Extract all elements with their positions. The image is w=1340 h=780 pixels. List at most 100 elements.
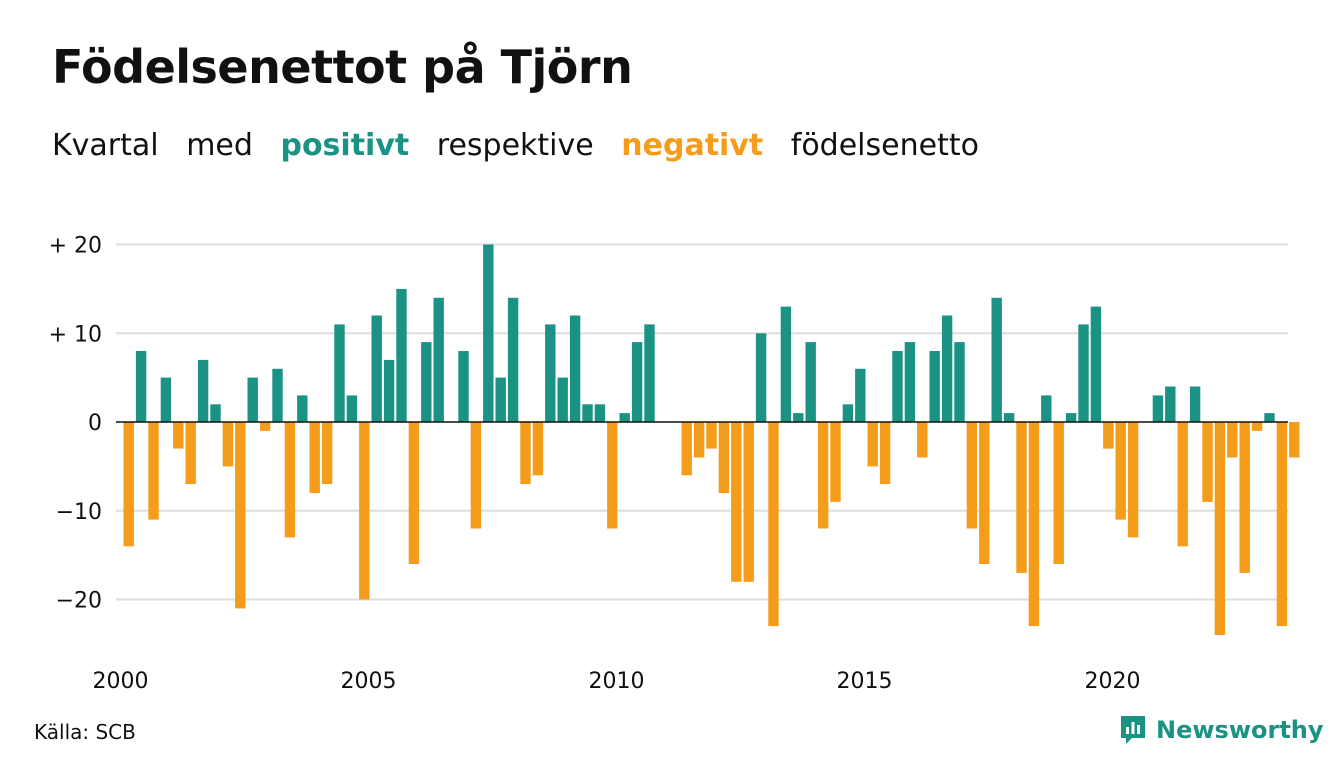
- bar-positive: [495, 377, 506, 422]
- bar-negative: [1177, 422, 1188, 547]
- brand-name: Newsworthy: [1156, 716, 1324, 744]
- bar-negative: [706, 422, 717, 449]
- bar-positive: [1152, 395, 1164, 422]
- bar-positive: [1090, 306, 1102, 422]
- x-tick-label: 2010: [589, 669, 645, 694]
- bar-positive: [371, 315, 382, 422]
- bar-positive: [135, 351, 147, 422]
- bar-positive: [904, 342, 916, 422]
- bar-positive: [334, 324, 345, 422]
- subtitle-word: födelsenetto: [790, 128, 979, 163]
- bar-negative: [718, 422, 730, 493]
- bar-positive: [1165, 386, 1176, 422]
- bar-positive: [1078, 324, 1089, 422]
- bar-positive: [396, 288, 407, 422]
- bar-negative: [520, 422, 531, 485]
- bar-positive: [892, 351, 903, 422]
- bar-positive: [1264, 413, 1275, 422]
- chart-subtitle: Kvartal med positivt respektive negativt…: [52, 128, 997, 163]
- bar-positive: [991, 297, 1002, 423]
- bar-negative: [1214, 422, 1226, 635]
- bar-negative: [867, 422, 878, 467]
- brand-logo: Newsworthy: [1118, 714, 1324, 746]
- x-tick-label: 2020: [1085, 669, 1141, 694]
- bar-positive: [631, 342, 643, 422]
- bar-negative: [309, 422, 320, 493]
- bar-negative: [979, 422, 990, 564]
- bar-positive: [421, 342, 432, 422]
- subtitle-negative-label: negativt: [621, 128, 764, 163]
- bar-positive: [507, 297, 519, 423]
- x-tick-label: 2015: [837, 669, 893, 694]
- chart-title: Födelsenettot på Tjörn: [52, 40, 633, 94]
- subtitle-word: respektive: [436, 128, 594, 163]
- bar-negative: [148, 422, 159, 520]
- bar-negative: [222, 422, 234, 467]
- bar-positive: [458, 351, 469, 422]
- bar-positive: [545, 324, 556, 422]
- bar-positive: [433, 297, 444, 423]
- bar-positive: [297, 395, 308, 422]
- bar-positive: [483, 244, 494, 422]
- bar-negative: [1276, 422, 1288, 627]
- bar-negative: [1289, 422, 1300, 458]
- bar-negative: [607, 422, 618, 529]
- bar-negative: [173, 422, 184, 449]
- bar-positive: [1003, 413, 1015, 422]
- bar-positive: [383, 359, 395, 422]
- bar-negative: [321, 422, 333, 485]
- bar-positive: [755, 333, 767, 423]
- bar-negative: [1227, 422, 1238, 458]
- bar-negative: [917, 422, 928, 458]
- bar-positive: [582, 404, 593, 423]
- bar-negative: [1251, 422, 1263, 431]
- bar-positive: [941, 315, 953, 422]
- subtitle-word: med: [186, 128, 253, 163]
- subtitle-positive-label: positivt: [280, 128, 410, 163]
- bar-positive: [842, 404, 854, 423]
- bar-negative: [408, 422, 420, 564]
- bar-positive: [1065, 413, 1077, 422]
- bar-positive: [272, 368, 283, 423]
- subtitle-word: Kvartal: [52, 128, 159, 163]
- bar-positive: [644, 324, 655, 422]
- y-tick-label: + 10: [49, 322, 102, 347]
- bar-negative: [731, 422, 742, 582]
- y-tick-label: −20: [56, 589, 102, 614]
- bar-negative: [693, 422, 705, 458]
- bar-negative: [879, 422, 891, 485]
- bar-positive: [954, 342, 965, 422]
- bar-positive: [247, 377, 258, 422]
- y-tick-label: + 20: [49, 234, 102, 259]
- bar-negative: [681, 422, 692, 476]
- bar-negative: [532, 422, 544, 476]
- bar-positive: [805, 342, 816, 422]
- bar-negative: [284, 422, 296, 538]
- bar-negative: [1053, 422, 1064, 564]
- bar-positive: [346, 395, 358, 422]
- bar-negative: [768, 422, 779, 627]
- bar-negative: [1202, 422, 1213, 502]
- bar-positive: [197, 359, 209, 422]
- bar-positive: [594, 404, 606, 423]
- bar-positive: [929, 351, 940, 422]
- bar-positive: [557, 377, 568, 422]
- bar-negative: [123, 422, 134, 547]
- bar-negative: [1239, 422, 1250, 573]
- x-tick-label: 2000: [93, 669, 149, 694]
- bar-negative: [185, 422, 196, 485]
- newsworthy-logo-icon: [1121, 716, 1145, 744]
- bar-negative: [470, 422, 482, 529]
- source-note: Källa: SCB: [34, 720, 136, 744]
- bar-negative: [1127, 422, 1139, 538]
- bar-negative: [966, 422, 978, 529]
- bar-positive: [1041, 395, 1052, 422]
- bar-negative: [359, 422, 370, 600]
- bar-positive: [780, 306, 792, 422]
- bar-positive: [1189, 386, 1201, 422]
- bar-positive: [210, 404, 221, 423]
- bar-negative: [1016, 422, 1027, 573]
- y-tick-label: 0: [88, 411, 102, 436]
- y-tick-label: −10: [56, 500, 102, 525]
